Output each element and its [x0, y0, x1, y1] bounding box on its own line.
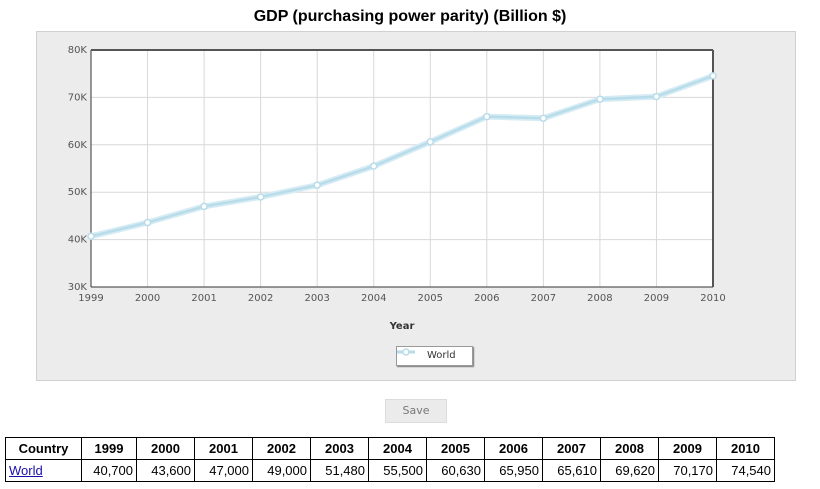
legend-label-world: World [427, 350, 456, 361]
x-tick-label: 2006 [474, 293, 499, 304]
data-point [200, 202, 208, 211]
x-tick-label: 2008 [587, 293, 612, 304]
y-tick-label: 40K [68, 235, 88, 246]
table-cell: 51,480 [310, 459, 369, 482]
data-point [87, 232, 95, 241]
legend-swatch-icon [397, 348, 415, 356]
table-header-row: Country 1999 2000 2001 2002 2003 2004 20… [5, 437, 775, 460]
table-cell: 40,700 [81, 459, 137, 482]
table-row: World 40,700 43,600 47,000 49,000 51,480… [5, 459, 775, 482]
table-cell: 70,170 [658, 459, 717, 482]
table-header: 2002 [252, 437, 311, 460]
data-point [709, 72, 717, 80]
y-tick-label: 80K [68, 45, 88, 56]
table-header: 2000 [136, 437, 195, 460]
chart-panel: 30K 40K 50K 60K 70K 80K 1999 2000 2001 2002 2003 20… [36, 31, 796, 381]
data-point [596, 95, 604, 103]
data-table: Country 1999 2000 2001 2002 2003 2004 20… [5, 437, 775, 482]
line-chart: 30K 40K 50K 60K 70K 80K 1999 2000 2001 2002 2003 20… [68, 45, 726, 332]
table-header: 2003 [310, 437, 369, 460]
x-axis-label: Year [389, 321, 415, 332]
chart-title: GDP (purchasing power parity) (Billion $… [253, 8, 567, 25]
data-point [143, 218, 152, 227]
table-cell: 55,500 [368, 459, 427, 482]
x-tick-label: 2010 [700, 293, 725, 304]
table-header: 2001 [194, 437, 253, 460]
table-cell: 74,540 [716, 459, 775, 482]
country-cell: World [5, 459, 82, 482]
y-tick-label: 50K [68, 187, 88, 198]
table-header: 2006 [484, 437, 543, 460]
y-tick-label: 70K [68, 92, 88, 103]
data-point [369, 162, 378, 170]
data-point [256, 193, 265, 201]
x-tick-label: 2009 [644, 293, 669, 304]
y-tick-label: 60K [68, 140, 88, 151]
legend[interactable]: World [396, 346, 473, 366]
data-point [313, 181, 321, 189]
x-tick-label: 2002 [248, 293, 273, 304]
table-header: 2007 [542, 437, 601, 460]
x-tick-label: 2001 [191, 293, 216, 304]
x-tick-label: 2005 [418, 293, 443, 304]
table-header: 2005 [426, 437, 485, 460]
table-cell: 47,000 [194, 459, 253, 482]
x-tick-label: 2004 [361, 293, 386, 304]
table-header: 2009 [658, 437, 717, 460]
table-header: Country [5, 437, 82, 460]
table-cell: 49,000 [252, 459, 311, 482]
series-line-world [90, 74, 714, 238]
table-cell: 43,600 [136, 459, 195, 482]
x-tick-label: 1999 [78, 293, 103, 304]
save-button[interactable]: Save [385, 399, 447, 423]
x-tick-label: 2003 [304, 293, 329, 304]
x-tick-label: 2000 [135, 293, 160, 304]
country-link-world[interactable]: World [9, 463, 43, 478]
data-point [539, 114, 548, 122]
data-point [652, 92, 661, 101]
y-tick-label: 30K [68, 282, 88, 293]
data-point [483, 112, 491, 121]
data-point [426, 138, 435, 146]
table-cell: 60,630 [426, 459, 485, 482]
table-header: 1999 [81, 437, 137, 460]
table-header: 2008 [600, 437, 659, 460]
x-tick-label: 2007 [531, 293, 556, 304]
table-header: 2004 [368, 437, 427, 460]
table-cell: 65,610 [542, 459, 601, 482]
table-header: 2010 [716, 437, 775, 460]
plot-area [91, 50, 713, 287]
table-cell: 65,950 [484, 459, 543, 482]
table-cell: 69,620 [600, 459, 659, 482]
